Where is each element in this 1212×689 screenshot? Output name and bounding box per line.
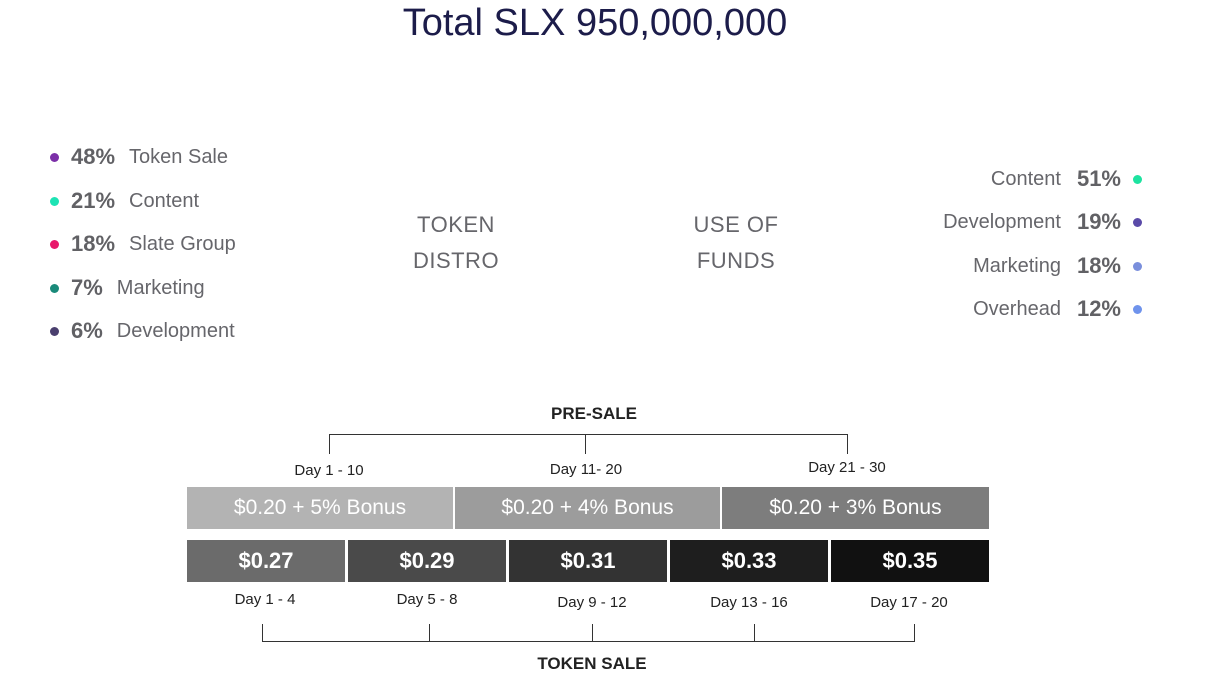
sale-bracket-tick: [262, 624, 263, 642]
legend-item-token-sale: 48% Token Sale: [50, 144, 228, 170]
legend-label: Content: [129, 189, 200, 212]
legend-label: Slate Group: [129, 232, 236, 255]
legend-label: Token Sale: [129, 145, 229, 168]
funds-dot-icon: [1133, 174, 1142, 184]
sale-day-label: Day 13 - 16: [710, 594, 788, 611]
legend-dot-icon: [50, 239, 59, 249]
use-of-funds-label: USE OF FUNDS: [656, 207, 816, 279]
legend-percent: 18%: [71, 231, 116, 256]
sale-day-label: Day 5 - 8: [396, 591, 458, 608]
legend-item-content: 21% Content: [50, 188, 199, 214]
presale-tier-2: $0.20 + 4% Bonus: [455, 487, 720, 529]
use-of-funds-label-line2: FUNDS: [696, 248, 776, 273]
token-distro-label-line2: DISTRO: [412, 248, 500, 273]
sale-bracket-line: [262, 641, 915, 642]
funds-percent: 18%: [1076, 253, 1121, 278]
sale-day-label: Day 1 - 4: [234, 591, 296, 608]
sale-price-1: $0.27: [187, 540, 345, 582]
presale-bracket-tick: [585, 434, 586, 454]
sale-day-label: Day 9 - 12: [557, 594, 627, 611]
funds-label: Overhead: [973, 297, 1061, 320]
legend-percent: 48%: [71, 144, 116, 169]
sale-price-2: $0.29: [348, 540, 506, 582]
page-title: Total SLX 950,000,000: [402, 2, 788, 44]
presale-bracket-tick: [847, 434, 848, 454]
legend-dot-icon: [50, 152, 59, 162]
sale-bracket-tick: [754, 624, 755, 642]
funds-item-content: Content 51%: [991, 166, 1142, 192]
sale-price-5: $0.35: [831, 540, 989, 582]
sale-price-3: $0.31: [509, 540, 667, 582]
token-distro-label-line1: TOKEN: [417, 212, 495, 237]
funds-dot-icon: [1133, 304, 1142, 314]
legend-dot-icon: [50, 283, 59, 293]
sale-price-4: $0.33: [670, 540, 828, 582]
presale-bracket-line: [329, 434, 848, 435]
legend-dot-icon: [50, 326, 59, 336]
funds-item-development: Development 19%: [943, 209, 1142, 235]
presale-day-label: Day 11- 20: [549, 461, 623, 478]
sale-bracket-tick: [429, 624, 430, 642]
legend-percent: 7%: [71, 275, 103, 300]
funds-dot-icon: [1133, 261, 1142, 271]
presale-bracket-tick: [329, 434, 330, 454]
funds-item-overhead: Overhead 12%: [973, 296, 1142, 322]
sale-bracket-tick: [914, 624, 915, 642]
legend-item-development: 6% Development: [50, 318, 235, 344]
funds-label: Development: [943, 210, 1061, 233]
sale-day-label: Day 17 - 20: [870, 594, 948, 611]
legend-label: Development: [116, 319, 235, 342]
funds-label: Marketing: [973, 254, 1061, 277]
funds-percent: 19%: [1076, 209, 1121, 234]
legend-percent: 21%: [71, 188, 116, 213]
legend-item-marketing: 7% Marketing: [50, 275, 205, 301]
legend-item-slate-group: 18% Slate Group: [50, 231, 236, 257]
token-distro-label: TOKEN DISTRO: [376, 207, 536, 279]
presale-day-label: Day 1 - 10: [294, 462, 364, 479]
legend-label: Marketing: [116, 276, 205, 299]
funds-item-marketing: Marketing 18%: [973, 253, 1142, 279]
funds-percent: 51%: [1076, 166, 1121, 191]
presale-tier-3: $0.20 + 3% Bonus: [722, 487, 989, 529]
token-sale-title: TOKEN SALE: [537, 654, 647, 673]
presale-title: PRE-SALE: [551, 404, 637, 423]
legend-dot-icon: [50, 196, 59, 206]
funds-percent: 12%: [1076, 296, 1121, 321]
presale-day-label: Day 21 - 30: [808, 459, 886, 476]
use-of-funds-label-line1: USE OF: [693, 212, 779, 237]
funds-dot-icon: [1133, 217, 1142, 227]
legend-percent: 6%: [71, 318, 103, 343]
sale-bracket-tick: [592, 624, 593, 642]
presale-tier-1: $0.20 + 5% Bonus: [187, 487, 453, 529]
funds-label: Content: [990, 167, 1061, 190]
